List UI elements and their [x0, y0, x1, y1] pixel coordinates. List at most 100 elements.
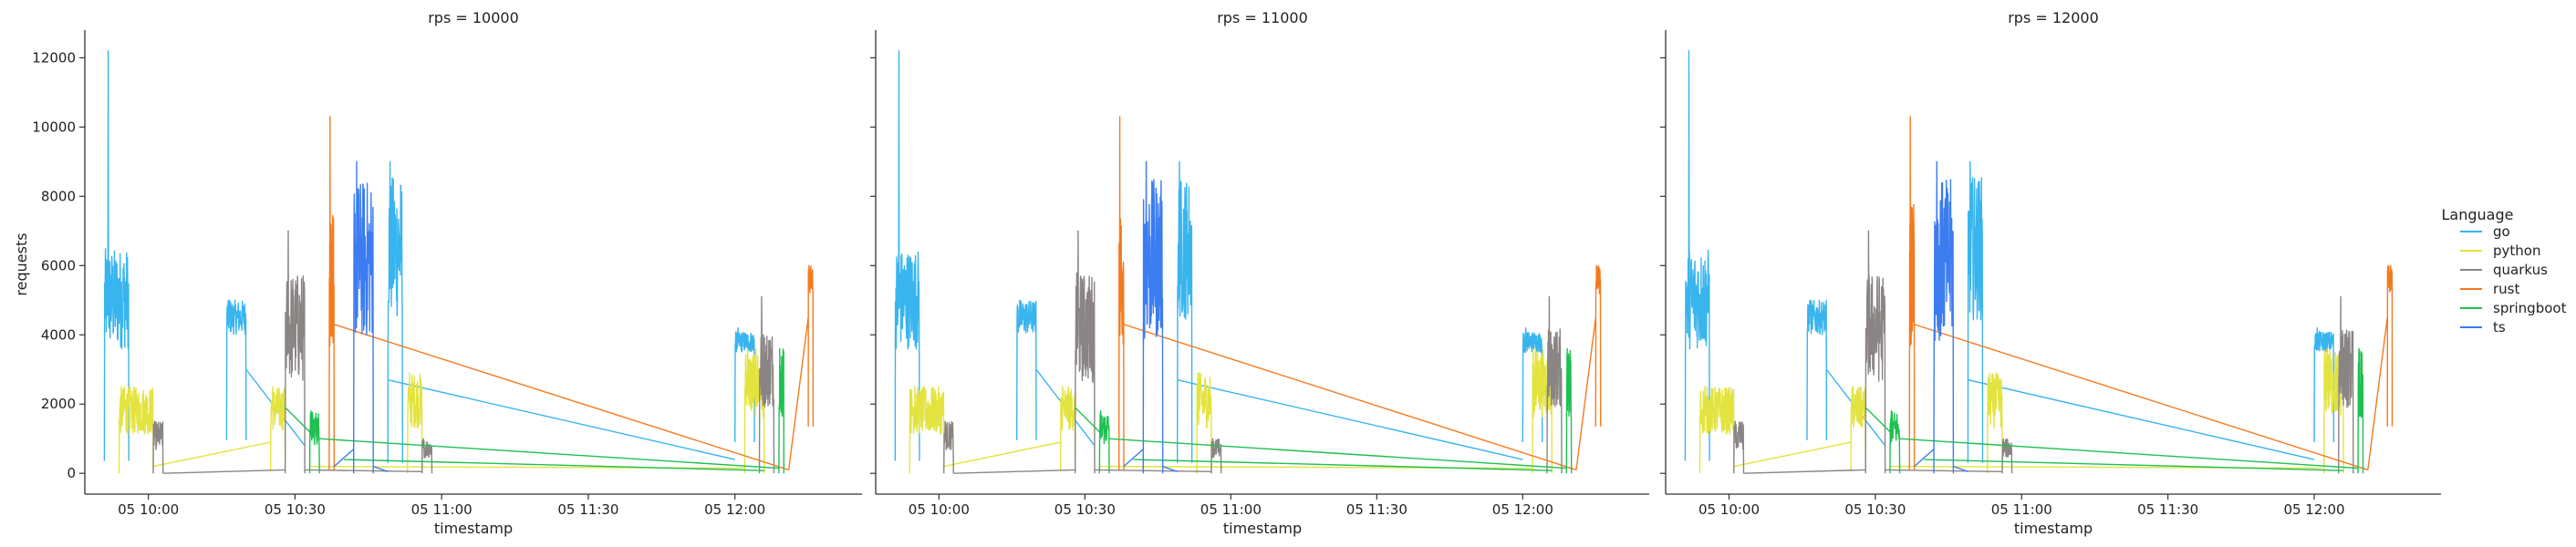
- series-line-go: [1177, 160, 1193, 463]
- series-line-go: [1522, 327, 1543, 443]
- series-line-quarkus: [1733, 420, 1745, 474]
- legend-title: Language: [2442, 206, 2514, 223]
- series-line-quarkus: [758, 295, 775, 474]
- series-line-go: [1967, 160, 1984, 463]
- series-line-rust: [1908, 116, 1916, 470]
- series-connector-springboot: [343, 459, 764, 471]
- series-connector-go: [1968, 378, 2315, 460]
- series-python: [909, 347, 1553, 474]
- series-connector-rust: [2367, 317, 2388, 470]
- series-connector-quarkus: [162, 469, 286, 474]
- series-line-quarkus: [1075, 230, 1096, 474]
- y-tick-label: 8000: [41, 188, 76, 204]
- series-line-go: [1016, 299, 1037, 440]
- series-line-quarkus: [2001, 438, 2013, 474]
- series-connector-quarkus: [953, 469, 1075, 474]
- y-tick-label: 12000: [32, 49, 76, 66]
- series-quarkus: [943, 230, 1563, 474]
- series-line-rust: [807, 264, 815, 427]
- series-connector-rust: [1123, 324, 1577, 471]
- series-connector-ts: [372, 465, 389, 472]
- x-tick-label: 05 12:00: [704, 501, 765, 518]
- series-line-go: [103, 50, 130, 461]
- series-line-springboot: [1098, 410, 1110, 474]
- series-connector-python: [943, 441, 1061, 468]
- x-tick-label: 05 12:00: [2283, 501, 2344, 518]
- panel-2-plot: rps = 11000 05 10:00 05 10:30 05 11:00 05 1…: [870, 9, 1649, 537]
- x-tick-label: 05 10:30: [1054, 501, 1116, 518]
- series-connector-python: [1733, 441, 1852, 468]
- x-tick-label: 05 11:30: [1346, 501, 1407, 518]
- series-connector-springboot: [319, 438, 779, 470]
- series-connector-springboot: [1924, 459, 2344, 471]
- x-tick-label: 05 10:30: [1844, 501, 1906, 518]
- series-line-ts: [1142, 160, 1164, 474]
- series-springboot: [285, 347, 784, 474]
- series-line-quarkus: [1546, 295, 1563, 474]
- series-quarkus: [152, 230, 775, 474]
- legend-label: quarkus: [2493, 262, 2548, 278]
- y-axis-label: requests: [13, 232, 30, 295]
- series-connector-ts: [1123, 449, 1144, 468]
- panel-3-title: rps = 12000: [2008, 9, 2099, 26]
- series-python: [118, 347, 765, 474]
- series-line-python: [1987, 372, 2003, 474]
- series-springboot: [1864, 347, 2364, 474]
- series-connector-rust: [1914, 324, 2369, 471]
- series-line-go: [387, 160, 403, 463]
- series-rust: [1118, 116, 1602, 471]
- series-line-python: [118, 386, 154, 474]
- x-axis-label: timestamp: [2014, 520, 2093, 537]
- series-connector-ts: [1162, 465, 1178, 472]
- series-line-python: [1698, 386, 1735, 474]
- panel-1-plot: rps = 10000 0 2000 4000 6000 8000 10000 12000 0…: [32, 9, 862, 537]
- series-line-rust: [1594, 264, 1602, 427]
- y-tick-label: 0: [67, 465, 76, 481]
- series-line-quarkus: [421, 438, 433, 474]
- series-line-quarkus: [285, 230, 306, 474]
- series-line-springboot: [1565, 347, 1573, 474]
- series-ts: [1123, 160, 1178, 474]
- y-tick-label: 6000: [41, 257, 76, 274]
- x-tick-label: 05 10:30: [265, 501, 326, 518]
- series-go: [103, 50, 755, 463]
- x-tick-label: 05 11:00: [1200, 501, 1262, 518]
- series-line-go: [894, 50, 920, 461]
- series-connector-springboot: [285, 407, 310, 433]
- x-tick-label: 05 11:30: [557, 501, 618, 518]
- series-line-rust: [328, 116, 335, 470]
- y-tick-label: 4000: [41, 326, 76, 343]
- legend-entry-rust: rust: [2460, 281, 2519, 297]
- series-connector-springboot: [1133, 459, 1553, 471]
- x-axis-label: timestamp: [1223, 520, 1302, 537]
- x-tick-label: 05 10:00: [909, 501, 970, 518]
- series-connector-springboot: [1075, 407, 1100, 433]
- legend-entry-ts: ts: [2460, 319, 2506, 335]
- series-line-go: [225, 299, 247, 440]
- series-line-python: [1060, 386, 1076, 471]
- series-line-go: [2313, 327, 2335, 443]
- series-connector-quarkus: [1743, 469, 1866, 474]
- series-line-ts: [353, 160, 374, 474]
- series-connector-quarkus: [1094, 469, 1212, 473]
- series-line-springboot: [2357, 347, 2364, 474]
- series-connector-quarkus: [305, 469, 422, 473]
- y-tick-label: 2000: [41, 396, 76, 412]
- series-springboot: [1075, 347, 1573, 474]
- series-connector-quarkus: [1885, 469, 2002, 473]
- series-line-go: [1684, 50, 1710, 461]
- legend-label: ts: [2493, 319, 2506, 335]
- series-line-springboot: [1889, 410, 1901, 474]
- series-line-python: [1850, 386, 1866, 471]
- series-line-springboot: [778, 347, 784, 474]
- series-connector-go: [1177, 378, 1523, 460]
- series-python: [1698, 347, 2344, 474]
- legend-label: rust: [2493, 281, 2519, 297]
- x-tick-label: 05 11:00: [411, 501, 473, 518]
- x-axis-label: timestamp: [434, 520, 513, 537]
- panel-1-title: rps = 10000: [428, 9, 519, 26]
- legend-entry-python: python: [2460, 243, 2540, 259]
- series-connector-springboot: [1108, 438, 1567, 470]
- series-ts: [333, 160, 389, 474]
